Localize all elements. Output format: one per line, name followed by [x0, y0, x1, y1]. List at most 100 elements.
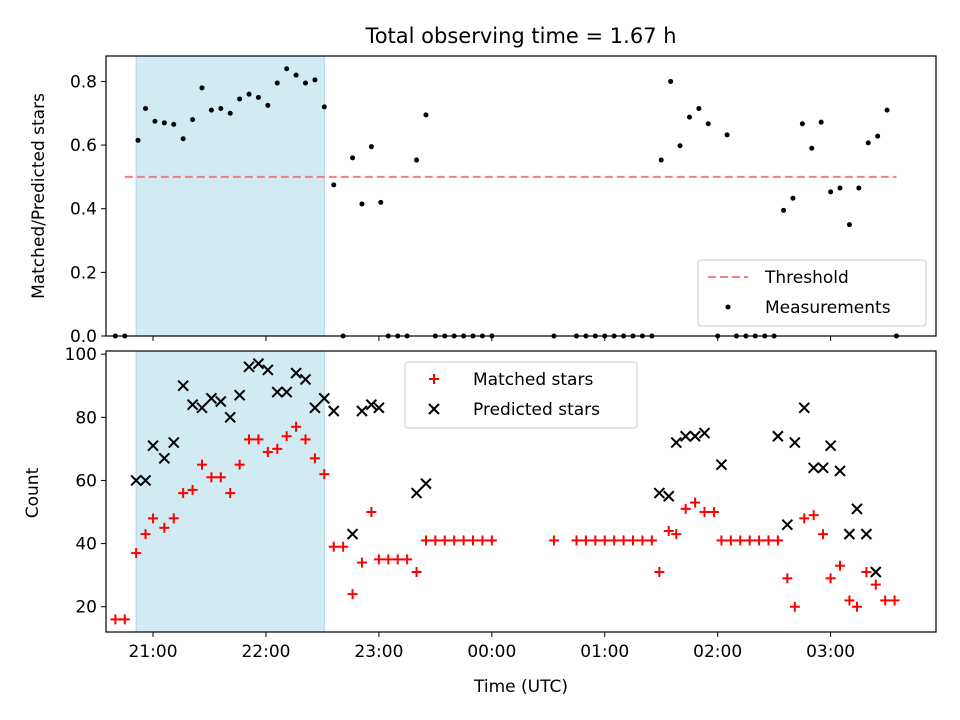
matched-star-point — [411, 567, 422, 578]
matched-star-point — [262, 447, 273, 458]
measurement-point — [135, 137, 141, 143]
bottom-xtick-label: 23:00 — [354, 642, 403, 662]
matched-star-point — [309, 453, 320, 464]
measurement-point — [790, 195, 796, 201]
predicted-star-point — [346, 528, 359, 540]
matched-star-point — [206, 472, 217, 483]
predicted-star-point — [817, 462, 829, 474]
measurement-point — [143, 106, 149, 111]
matched-star-point — [486, 535, 497, 546]
bottom-xtick-label: 01:00 — [580, 642, 629, 662]
predicted-star-point — [365, 398, 378, 411]
predicted-star-point — [373, 402, 385, 414]
measurement-point — [705, 121, 711, 127]
matched-star-point — [754, 535, 765, 546]
measurement-point — [199, 85, 205, 91]
measurement-point — [293, 72, 299, 78]
matched-star-point — [119, 614, 130, 625]
matched-star-point — [338, 541, 349, 552]
bottom-ytick-label: 60 — [75, 471, 97, 491]
measurement-point — [686, 114, 692, 120]
matched-star-point — [168, 513, 179, 524]
matched-star-point — [281, 431, 292, 442]
predicted-star-point — [653, 487, 666, 499]
matched-star-point — [671, 529, 682, 540]
predicted-star-point — [698, 427, 711, 439]
predicted-star-point — [410, 487, 423, 499]
measurement-point — [227, 110, 233, 116]
predicted-star-point — [843, 528, 856, 540]
matched-star-point — [663, 525, 674, 536]
predicted-star-point — [679, 430, 692, 442]
legend-matched-swatch — [429, 374, 439, 384]
matched-star-point — [439, 535, 450, 546]
top-ylabel: Matched/Predicted stars — [29, 93, 49, 299]
matched-star-point — [609, 535, 620, 546]
predicted-star-point — [824, 440, 837, 452]
predicted-star-point — [168, 436, 180, 449]
predicted-star-point — [789, 436, 801, 449]
matched-star-point — [637, 535, 648, 546]
predicted-star-point — [299, 373, 312, 386]
measurement-point — [668, 78, 674, 84]
predicted-star-point — [130, 474, 142, 487]
matched-star-point — [618, 535, 629, 546]
matched-star-point — [131, 548, 142, 559]
matched-star-point — [782, 573, 793, 584]
measurement-point — [846, 222, 852, 228]
bottom-ytick-label: 20 — [75, 598, 97, 618]
top-ytick-label: 0.2 — [70, 263, 97, 283]
top-ytick-label: 0.6 — [70, 136, 97, 156]
measurement-point — [359, 201, 365, 207]
predicted-star-point — [224, 411, 236, 424]
bottom-legend-box — [404, 361, 638, 429]
top-legend-box — [697, 259, 927, 327]
measurement-point — [414, 157, 420, 163]
predicted-star-point — [290, 367, 302, 379]
matched-star-point — [449, 535, 460, 546]
top-legend: Threshold Measurements — [697, 259, 927, 327]
predicted-star-point — [715, 458, 728, 471]
measurement-point — [809, 145, 815, 151]
matched-star-point — [844, 595, 855, 606]
matched-star-point — [234, 459, 245, 470]
matched-star-point — [627, 535, 638, 546]
matched-star-point — [716, 535, 727, 546]
matched-star-point — [763, 535, 774, 546]
bottom-xlabel: Time (UTC) — [473, 677, 568, 697]
matched-star-point — [477, 535, 488, 546]
matched-star-point — [356, 557, 367, 568]
matched-star-point — [818, 529, 829, 540]
measurement-point — [856, 185, 862, 191]
measurement-point — [865, 140, 871, 146]
measurement-point — [152, 118, 158, 124]
matched-star-point — [870, 579, 881, 590]
measurement-point — [321, 104, 327, 110]
predicted-star-point — [271, 386, 283, 398]
predicted-star-point — [798, 402, 810, 414]
legend-measurements-label: Measurements — [765, 298, 891, 318]
predicted-star-point — [186, 398, 199, 411]
matched-star-point — [272, 443, 283, 454]
top-panel: 0.00.20.40.60.8 Matched/Predicted stars … — [29, 55, 937, 347]
matched-star-point — [799, 513, 810, 524]
matched-star-point — [654, 567, 665, 578]
measurement-point — [799, 121, 805, 127]
matched-star-point — [366, 507, 377, 518]
predicted-star-point — [158, 452, 171, 465]
bottom-ytick-label: 40 — [75, 535, 97, 555]
measurement-point — [265, 102, 271, 108]
matched-star-point — [373, 554, 384, 565]
matched-star-point — [861, 567, 872, 578]
predicted-star-point — [807, 462, 820, 474]
matched-star-point — [889, 595, 900, 606]
matched-star-point — [808, 510, 819, 521]
matched-star-point — [392, 554, 403, 565]
measurement-point — [828, 189, 834, 195]
predicted-star-point — [689, 430, 701, 442]
top-shaded-span — [135, 55, 325, 337]
matched-star-point — [789, 601, 800, 612]
matched-star-point — [253, 434, 264, 445]
figure-title: Total observing time = 1.67 h — [364, 24, 676, 48]
